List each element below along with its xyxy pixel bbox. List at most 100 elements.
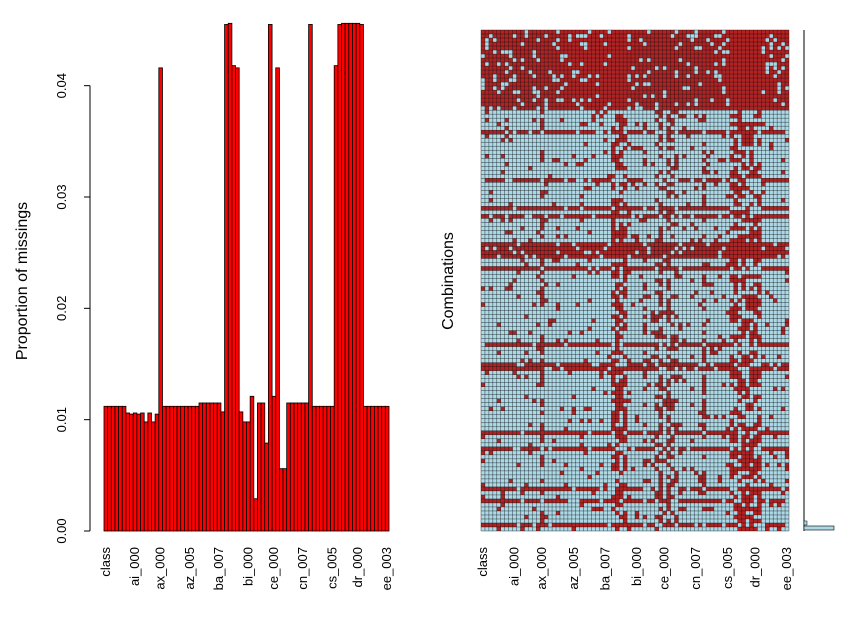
missing-cell	[761, 182, 766, 187]
missing-cell	[757, 74, 762, 79]
missing-cell	[607, 42, 612, 47]
missing-cell	[741, 318, 746, 323]
missing-proportion-bar	[260, 402, 266, 532]
missing-cell	[579, 218, 584, 223]
missing-cell	[603, 54, 608, 59]
missing-cell	[757, 238, 762, 243]
missing-cell	[548, 174, 553, 179]
missing-cell	[717, 274, 722, 279]
missing-cell	[725, 366, 730, 371]
missing-cell	[615, 502, 620, 507]
missing-cell	[757, 518, 762, 523]
missing-cell	[737, 350, 742, 355]
missing-cell	[642, 282, 647, 287]
missing-proportion-bar	[297, 402, 302, 532]
missing-cell	[548, 246, 553, 251]
missing-cell	[737, 150, 742, 155]
missing-cell	[753, 426, 758, 431]
missing-cell	[627, 366, 632, 371]
missing-cell	[658, 470, 663, 475]
missing-cell	[682, 254, 687, 259]
missing-cell	[512, 70, 517, 75]
missing-cell	[733, 150, 738, 155]
missing-cell	[595, 34, 600, 39]
missing-cell	[729, 382, 734, 387]
missing-cell	[635, 178, 639, 183]
missing-proportion-bar	[352, 22, 357, 532]
missing-cell	[635, 34, 639, 39]
x-tick-label: bi_000	[240, 547, 255, 586]
missing-cell	[607, 498, 612, 503]
missing-cell	[516, 62, 521, 67]
missing-proportion-bar	[191, 405, 196, 532]
missing-cell	[508, 362, 513, 367]
missing-cell	[508, 30, 513, 35]
missing-cell	[603, 30, 608, 35]
missing-cell	[575, 362, 580, 367]
missing-cell	[745, 86, 750, 91]
missing-cell	[781, 54, 786, 59]
missing-cell	[623, 186, 628, 191]
missing-cell	[729, 134, 734, 139]
missing-cell	[619, 434, 624, 439]
missing-cell	[548, 94, 553, 99]
missing-cell	[698, 62, 703, 67]
missing-cell	[674, 110, 679, 115]
missing-cell	[571, 90, 576, 95]
missing-cell	[765, 462, 770, 467]
missing-cell	[591, 154, 596, 159]
missing-cell	[638, 66, 643, 71]
missing-cell	[737, 102, 742, 107]
missing-cell	[520, 258, 525, 263]
missing-cell	[615, 402, 620, 407]
missing-proportion-bar	[202, 402, 207, 532]
missing-cell	[524, 178, 529, 183]
missing-cell	[690, 486, 695, 491]
missing-cell	[729, 154, 734, 159]
missing-cell	[745, 514, 750, 519]
missing-cell	[544, 298, 549, 303]
y-tick-label: 0.00	[54, 518, 69, 543]
missing-cell	[611, 414, 616, 419]
missing-cell	[777, 342, 782, 347]
missing-cell	[536, 86, 541, 91]
missing-cell	[757, 434, 762, 439]
missing-cell	[575, 50, 580, 55]
missing-cell	[706, 170, 711, 175]
missing-cell	[670, 210, 675, 215]
missing-cell	[496, 38, 501, 43]
missing-cell	[623, 42, 628, 47]
missing-cell	[512, 178, 517, 183]
missing-cell	[563, 162, 568, 167]
missing-cell	[686, 42, 691, 47]
missing-cell	[749, 302, 754, 307]
missing-cell	[591, 78, 596, 83]
missing-proportion-bar	[143, 421, 149, 532]
missing-cell	[670, 406, 675, 411]
missing-cell	[761, 362, 766, 367]
x-tick-label: ai_000	[507, 547, 522, 586]
missing-cell	[500, 494, 505, 499]
missing-cell	[658, 442, 663, 447]
missing-cell	[579, 330, 584, 335]
missing-cell	[481, 98, 485, 103]
missing-cell	[619, 198, 624, 203]
missing-cell	[666, 46, 671, 51]
missing-cell	[666, 194, 671, 199]
missing-cell	[500, 74, 505, 79]
missing-cell	[524, 342, 529, 347]
missing-cell	[757, 70, 762, 75]
missing-cell	[615, 350, 620, 355]
missing-cell	[623, 226, 628, 231]
missing-cell	[737, 422, 742, 427]
missing-cell	[504, 362, 509, 367]
missing-cell	[611, 146, 616, 151]
missing-cell	[646, 54, 651, 59]
missing-cell	[757, 142, 762, 147]
missing-cell	[615, 286, 620, 291]
missing-cell	[733, 338, 738, 343]
missing-cell	[658, 242, 663, 247]
missing-cell	[563, 70, 568, 75]
missing-cell	[623, 482, 628, 487]
missing-cell	[706, 78, 711, 83]
